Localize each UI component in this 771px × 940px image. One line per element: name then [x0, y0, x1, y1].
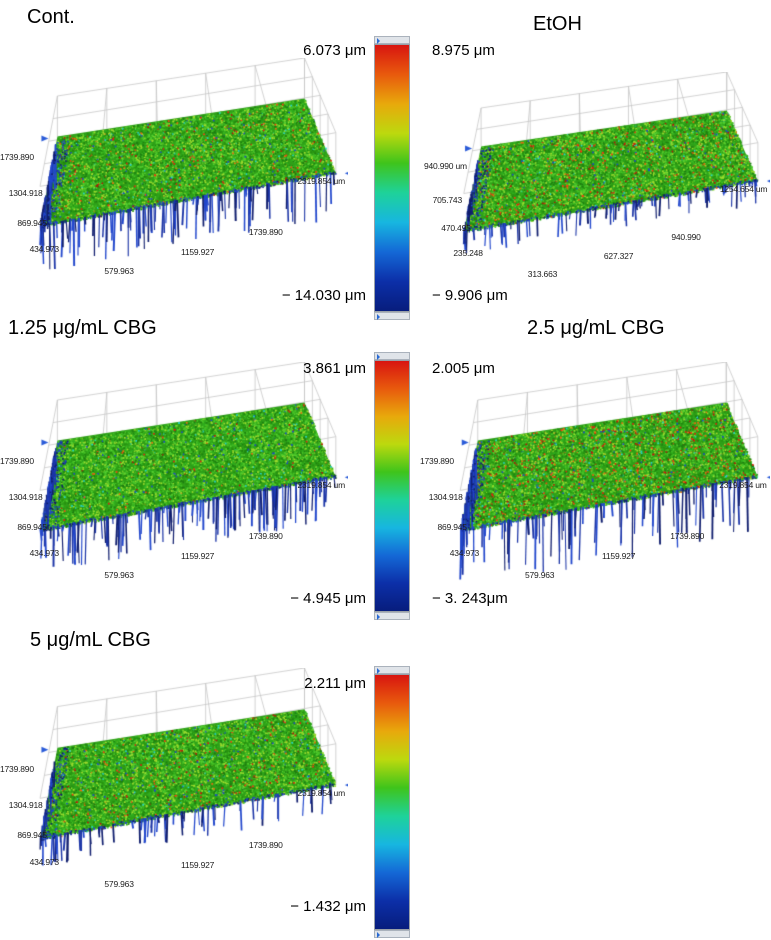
colorbar-bottom-cap — [374, 312, 410, 320]
surface-panel-1-25: 1739.890 1304.918 869.945 434.973 579.963 115… — [0, 362, 348, 624]
axis-ticks: 1739.890 1304.918 869.945 434.973 579.963 115… — [0, 362, 348, 624]
axis-tick-label: 940.990 — [671, 231, 701, 242]
axis-tick-label: 869.945 — [17, 830, 47, 841]
axis-tick-label: 579.963 — [104, 879, 134, 890]
scale-min-5: − 1.432 μm — [290, 898, 366, 915]
axis-tick-label: 1304.918 — [428, 491, 463, 502]
colorbar-bottom-cap — [374, 612, 410, 620]
axis-tick-label: 1739.890 — [0, 763, 34, 774]
axis-tick-label: 1739.890 — [0, 152, 34, 163]
axis-tick-label: 1739.890 — [0, 456, 34, 467]
panel-title-1-25: 1.25 μg/mL CBG — [8, 317, 157, 339]
scale-min-2-5: − 3. 243μm — [432, 590, 508, 607]
colorbar-row2 — [374, 352, 410, 620]
axis-tick-label: 705.743 — [432, 194, 463, 205]
scale-min-1-25: − 4.945 μm — [290, 590, 366, 607]
panel-title-etoh: EtOH — [533, 13, 582, 35]
scale-max-1-25: 3.861 μm — [303, 360, 366, 377]
axis-tick-label: 2319.854 um — [297, 175, 346, 186]
axis-tick-label: 1739.890 — [248, 530, 283, 541]
scale-max-5: 2.211 μm — [304, 675, 366, 692]
scale-max-cont: 6.073 μm — [303, 42, 366, 59]
axis-tick-label: 869.945 — [437, 521, 468, 532]
surface-plot-canvas — [0, 58, 348, 320]
axis-tick-label: 2319.854 um — [297, 787, 346, 798]
axis-tick-label: 869.945 — [17, 217, 47, 228]
colorbar-top-cap — [374, 36, 410, 44]
axis-tick-label: 470.495 — [441, 223, 471, 234]
surface-panel-etoh: 940.990 um 705.743 470.495 235.248 313.663 62… — [424, 72, 770, 320]
axis-tick-label: 579.963 — [104, 266, 134, 277]
axis-tick-label: 869.945 — [17, 521, 47, 532]
axis-tick-label: 313.663 — [527, 269, 558, 280]
axis-ticks: 1739.890 1304.918 869.945 434.973 579.963 115… — [0, 668, 348, 934]
axis-tick-label: 1739.890 — [420, 456, 454, 467]
axis-tick-label: 1304.918 — [8, 187, 43, 198]
axis-ticks: 1739.890 1304.918 869.945 434.973 579.963 115… — [420, 362, 770, 624]
axis-tick-label: 1254.654 um — [719, 183, 768, 194]
surface-plot-canvas — [0, 668, 348, 934]
axis-tick-label: 1159.927 — [602, 550, 636, 561]
scale-max-etoh: 8.975 μm — [432, 42, 495, 59]
scale-max-2-5: 2.005 μm — [432, 360, 495, 377]
surface-panel-5: 1739.890 1304.918 869.945 434.973 579.963 115… — [0, 668, 348, 934]
axis-tick-label: 627.327 — [603, 250, 634, 261]
axis-tick-label: 434.973 — [29, 856, 60, 867]
panel-title-5: 5 μg/mL CBG — [30, 629, 151, 651]
panel-title-2-5: 2.5 μg/mL CBG — [527, 317, 665, 339]
axis-tick-label: 579.963 — [525, 570, 555, 581]
axis-ticks: 1739.890 1304.918 869.945 434.973 579.963 115… — [0, 58, 348, 320]
panel-title-cont: Cont. — [27, 6, 75, 28]
scale-min-etoh: − 9.906 μm — [432, 287, 508, 304]
axis-tick-label: 1159.927 — [180, 246, 215, 257]
colorbar-top-cap — [374, 352, 410, 360]
axis-tick-label: 434.973 — [449, 548, 480, 559]
axis-tick-label: 1159.927 — [180, 859, 215, 870]
surface-panel-2-5: 1739.890 1304.918 869.945 434.973 579.963 115… — [420, 362, 770, 624]
colorbar-gradient — [374, 674, 410, 930]
axis-tick-label: 1159.927 — [180, 550, 215, 561]
axis-tick-label: 2319.854 um — [297, 479, 346, 490]
colorbar-gradient — [374, 44, 410, 312]
axis-tick-label: 1739.890 — [670, 530, 705, 541]
scale-min-cont: − 14.030 μm — [281, 287, 366, 304]
colorbar-top-cap — [374, 666, 410, 674]
colorbar-gradient — [374, 360, 410, 612]
colorbar-row3 — [374, 666, 410, 938]
colorbar-row1 — [374, 36, 410, 320]
axis-tick-label: 579.963 — [104, 570, 134, 581]
surface-plot-canvas — [424, 72, 770, 320]
axis-tick-label: 1739.890 — [248, 839, 283, 850]
axis-tick-label: 434.973 — [29, 548, 60, 559]
axis-tick-label: 1304.918 — [8, 491, 43, 502]
surface-panel-cont: 1739.890 1304.918 869.945 434.973 579.963 115… — [0, 58, 348, 320]
surface-plot-canvas — [420, 362, 770, 624]
axis-tick-label: 235.248 — [453, 248, 483, 259]
axis-tick-label: 940.990 um — [424, 161, 467, 172]
axis-tick-label: 2319.854 um — [719, 479, 767, 490]
axis-tick-label: 434.973 — [29, 244, 60, 255]
surface-plot-canvas — [0, 362, 348, 624]
axis-tick-label: 1739.890 — [248, 226, 283, 237]
axis-ticks: 940.990 um 705.743 470.495 235.248 313.663 62… — [424, 72, 770, 320]
axis-tick-label: 1304.918 — [8, 799, 43, 810]
colorbar-bottom-cap — [374, 930, 410, 938]
